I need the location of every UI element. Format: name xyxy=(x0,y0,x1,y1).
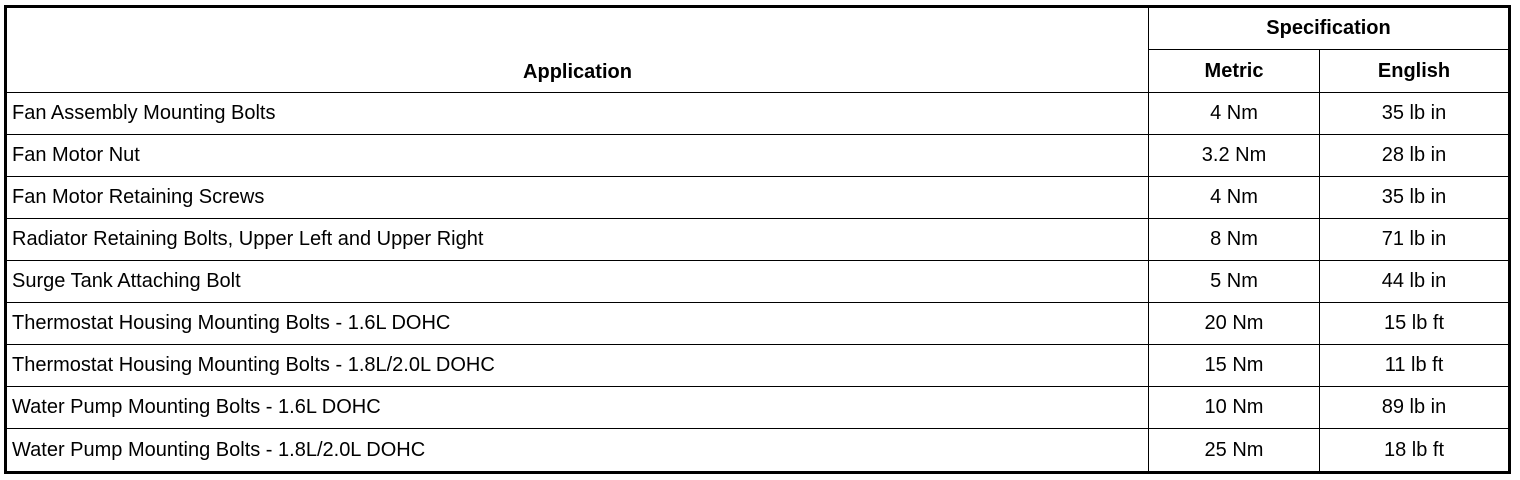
cell-application: Fan Motor Nut xyxy=(5,134,1149,178)
cell-english: 44 lb in xyxy=(1318,260,1511,304)
cell-metric: 4 Nm xyxy=(1148,91,1320,136)
cell-metric: 5 Nm xyxy=(1148,260,1320,304)
table-row: Thermostat Housing Mounting Bolts - 1.6L… xyxy=(5,302,1511,346)
cell-english: 71 lb in xyxy=(1318,218,1511,262)
table-row: Water Pump Mounting Bolts - 1.6L DOHC 10 … xyxy=(5,386,1511,430)
header-english: English xyxy=(1318,49,1511,93)
cell-metric: 8 Nm xyxy=(1148,218,1320,262)
table-row: Fan Motor Nut 3.2 Nm 28 lb in xyxy=(5,134,1511,178)
cell-metric: 3.2 Nm xyxy=(1148,134,1320,178)
cell-english: 89 lb in xyxy=(1318,386,1511,430)
cell-application: Fan Assembly Mounting Bolts xyxy=(5,91,1149,136)
cell-application: Water Pump Mounting Bolts - 1.6L DOHC xyxy=(5,386,1149,430)
header-specification: Specification xyxy=(1147,6,1511,50)
header-application: Application xyxy=(5,6,1149,93)
cell-application: Fan Motor Retaining Screws xyxy=(5,176,1149,220)
table-row: Water Pump Mounting Bolts - 1.8L/2.0L DO… xyxy=(5,428,1511,473)
cell-english: 11 lb ft xyxy=(1318,344,1511,388)
torque-spec-table: Application Specification Metric English… xyxy=(4,5,1512,474)
cell-application: Thermostat Housing Mounting Bolts - 1.8L… xyxy=(5,344,1149,388)
cell-metric: 10 Nm xyxy=(1148,386,1320,430)
table-row: Fan Motor Retaining Screws 4 Nm 35 lb in xyxy=(5,176,1511,220)
cell-english: 15 lb ft xyxy=(1318,302,1511,346)
cell-application: Water Pump Mounting Bolts - 1.8L/2.0L DO… xyxy=(5,428,1149,473)
cell-metric: 20 Nm xyxy=(1148,302,1320,346)
table-row: Fan Assembly Mounting Bolts 4 Nm 35 lb in xyxy=(5,91,1511,136)
table-row: Thermostat Housing Mounting Bolts - 1.8L… xyxy=(5,344,1511,388)
cell-application: Radiator Retaining Bolts, Upper Left and… xyxy=(5,218,1149,262)
cell-english: 18 lb ft xyxy=(1318,428,1511,473)
table-row: Radiator Retaining Bolts, Upper Left and… xyxy=(5,218,1511,262)
table-row: Surge Tank Attaching Bolt 5 Nm 44 lb in xyxy=(5,260,1511,304)
cell-english: 28 lb in xyxy=(1318,134,1511,178)
cell-application: Surge Tank Attaching Bolt xyxy=(5,260,1149,304)
cell-application: Thermostat Housing Mounting Bolts - 1.6L… xyxy=(5,302,1149,346)
cell-metric: 15 Nm xyxy=(1148,344,1320,388)
cell-metric: 4 Nm xyxy=(1148,176,1320,220)
header-metric: Metric xyxy=(1148,49,1320,93)
cell-english: 35 lb in xyxy=(1318,91,1511,136)
cell-english: 35 lb in xyxy=(1318,176,1511,220)
cell-metric: 25 Nm xyxy=(1148,428,1320,473)
